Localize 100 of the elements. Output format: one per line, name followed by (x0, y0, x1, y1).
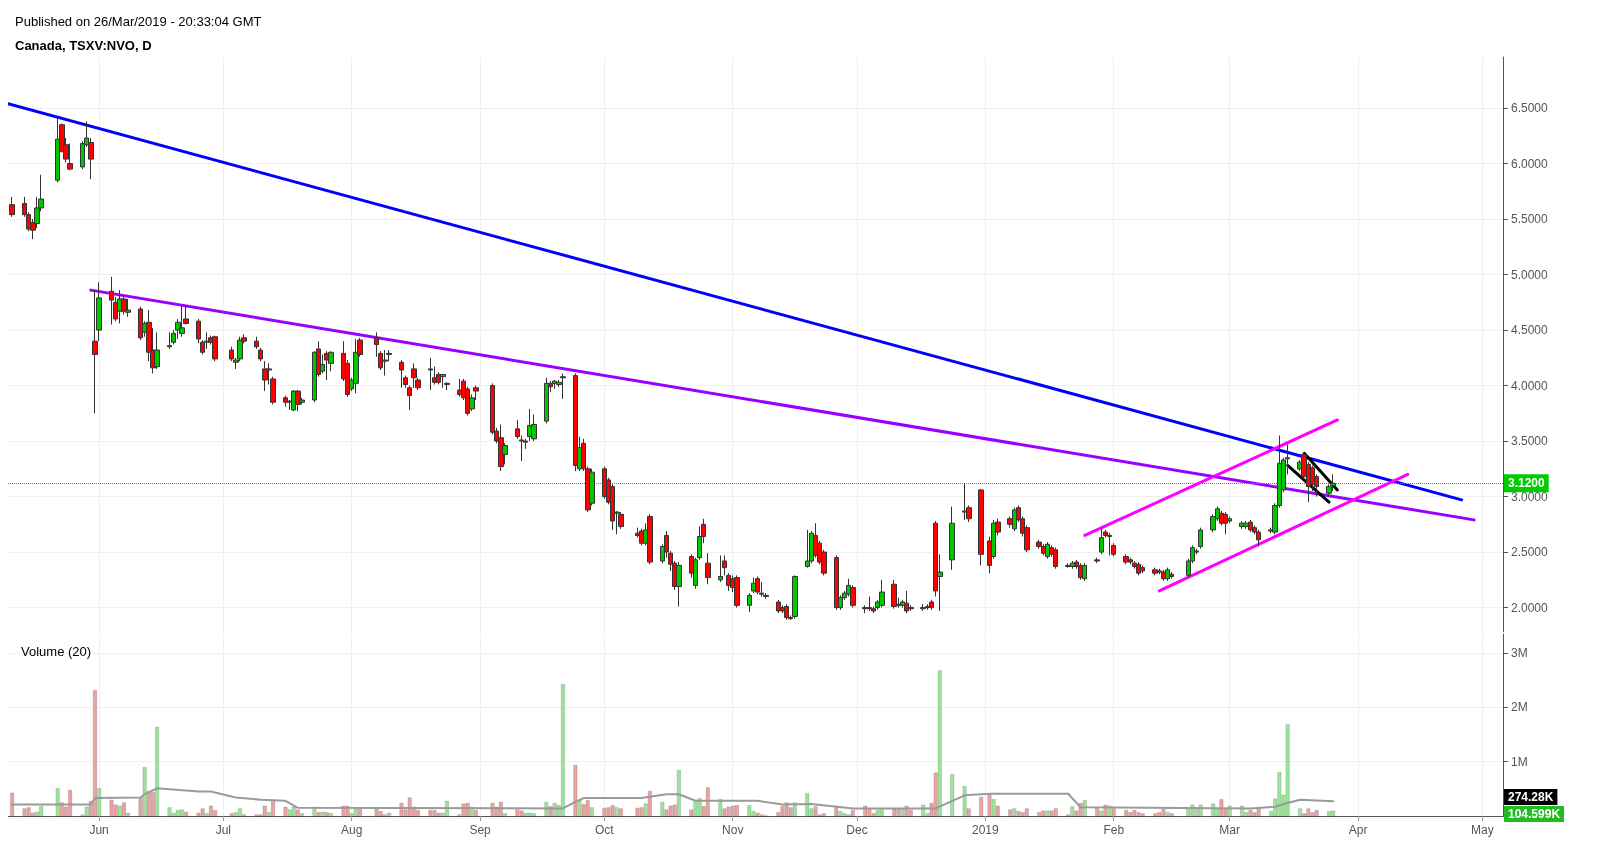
bar (585, 800, 590, 816)
bar (175, 810, 180, 816)
candlestick (560, 372, 566, 400)
bar (867, 808, 872, 816)
bar (523, 812, 528, 816)
candlestick (776, 599, 781, 614)
candlestick (805, 529, 810, 569)
bar (26, 807, 31, 816)
bar (271, 800, 276, 816)
bar (320, 811, 325, 816)
bar (155, 726, 160, 816)
bar (660, 801, 665, 816)
bar (618, 808, 623, 816)
candlestick (262, 360, 268, 392)
candlestick (573, 372, 578, 472)
y-tick-label: 1M (1511, 754, 1528, 769)
bar (68, 789, 73, 816)
line-series (11, 787, 1335, 810)
y-tick-label: 5.5000 (1511, 212, 1549, 227)
candlestick (382, 349, 388, 377)
bar (1024, 808, 1029, 816)
candlestick (920, 603, 926, 612)
bar (979, 796, 984, 816)
bar (842, 813, 847, 816)
candlestick (138, 306, 143, 341)
candlestick (1256, 529, 1261, 548)
bar (179, 809, 184, 816)
bar (950, 774, 955, 816)
y-tick-label: 5.0000 (1511, 267, 1549, 282)
bar (527, 812, 532, 816)
candlestick (212, 335, 218, 362)
bar (55, 788, 60, 816)
candlestick (978, 488, 984, 566)
candlestick (531, 413, 537, 442)
bar (821, 813, 826, 816)
bar (1331, 810, 1336, 816)
candlestick (125, 298, 131, 318)
y-tick-label: 2M (1511, 700, 1528, 715)
bar (606, 807, 611, 816)
bar (726, 806, 731, 816)
candlestick (428, 357, 433, 391)
bar (1128, 812, 1133, 816)
chart-title: Canada, TSXV:NVO, D (15, 38, 152, 53)
candlestick (1140, 564, 1145, 574)
candlestick (784, 603, 789, 621)
candlestick (1123, 553, 1129, 565)
candlestick (705, 552, 711, 585)
bar (432, 810, 437, 816)
bar (1298, 808, 1303, 816)
bar (1140, 813, 1145, 816)
bar (415, 810, 420, 816)
bar (937, 670, 942, 816)
bar (780, 806, 785, 816)
x-tick-label: Mar (1219, 823, 1241, 837)
bar (515, 809, 520, 816)
candlestick (676, 561, 682, 607)
bar (755, 812, 760, 816)
bar (353, 808, 358, 816)
bar (1161, 808, 1166, 816)
x-tick-label: Nov (722, 823, 744, 837)
candlestick (718, 554, 723, 583)
bar (531, 813, 536, 816)
candlestick (154, 331, 160, 370)
bar (614, 807, 619, 816)
candlestick (254, 336, 259, 350)
y-tick-label: 3M (1511, 646, 1528, 661)
candlestick (1136, 561, 1141, 576)
bar (1132, 810, 1137, 816)
bar (1248, 810, 1253, 816)
candlestick (792, 574, 798, 620)
bar (560, 683, 565, 816)
bar (573, 764, 578, 816)
bar (1053, 808, 1058, 816)
bar (1016, 811, 1021, 816)
candlestick (1198, 527, 1203, 550)
bar (519, 810, 524, 816)
y-tick-label: 4.0000 (1511, 378, 1549, 393)
bar (610, 805, 615, 816)
bar (1037, 812, 1042, 816)
bar (705, 787, 710, 816)
candlestick (440, 373, 446, 389)
bar (283, 806, 288, 816)
bar (1310, 812, 1315, 816)
x-tick-label: Apr (1348, 823, 1368, 837)
x-tick-label: Dec (846, 823, 868, 837)
bar (109, 799, 114, 816)
bar (1277, 771, 1282, 816)
bar (875, 810, 880, 816)
x-tick-label: 2019 (971, 823, 1000, 837)
y-tick-label: 3.5000 (1511, 434, 1549, 449)
bar (233, 812, 238, 816)
bar (378, 811, 383, 816)
bar (473, 810, 478, 816)
candlestick (1053, 547, 1058, 570)
bar (324, 812, 329, 816)
candlestick (1165, 567, 1170, 582)
bar (1157, 812, 1162, 816)
candlestick (9, 196, 15, 218)
bar (295, 809, 300, 816)
bar (896, 808, 901, 816)
